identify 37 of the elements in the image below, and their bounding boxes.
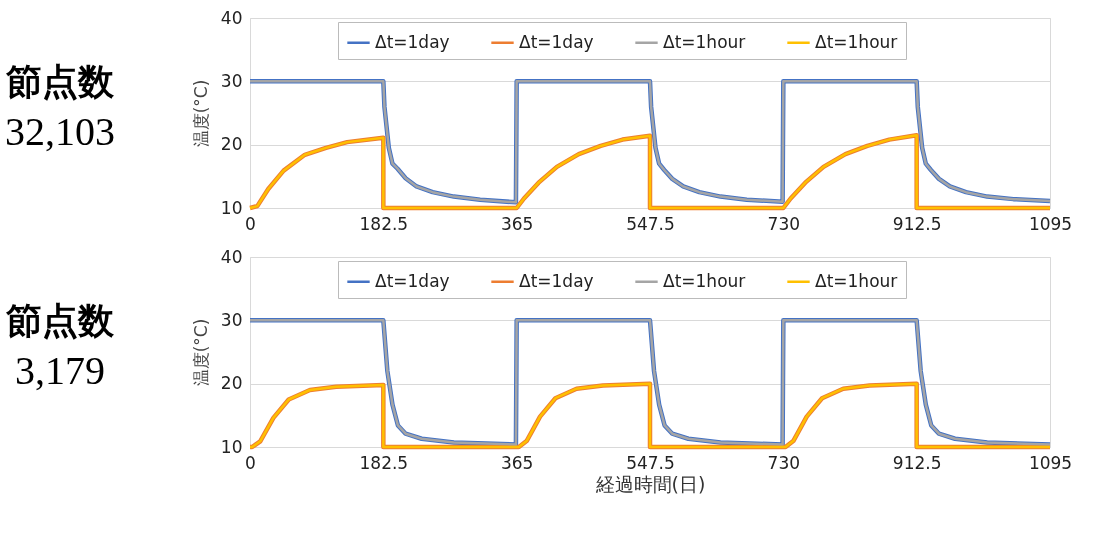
x-tick-label: 365 [500, 452, 534, 473]
legend-label: Δt=1hour [663, 31, 746, 52]
y-tick-label: 20 [220, 373, 243, 394]
y-tick-label: 40 [220, 246, 243, 267]
x-tick-label: 730 [767, 213, 801, 234]
y-tick-label: 20 [220, 134, 243, 155]
x-tick-label: 1095 [1028, 452, 1073, 473]
legend-label: Δt=1day [375, 31, 450, 52]
y-axis-title: 温度(°C) [190, 79, 211, 148]
legend-label: Δt=1hour [815, 31, 898, 52]
x-tick-label: 182.5 [359, 452, 409, 473]
x-tick-label: 365 [500, 213, 534, 234]
x-tick-label: 547.5 [626, 452, 675, 473]
x-axis-title: 経過時間(日) [594, 472, 706, 495]
x-tick-label: 1095 [1028, 213, 1073, 234]
y-axis-title: 温度(°C) [190, 318, 211, 387]
text: 32,103 [5, 109, 115, 154]
legend-label: Δt=1hour [815, 270, 898, 291]
text: 節点数 [5, 61, 115, 102]
text: 節点数 [5, 300, 115, 341]
y-tick-label: 40 [220, 7, 243, 28]
legend-label: Δt=1day [519, 31, 594, 52]
legend-label: Δt=1day [519, 270, 594, 291]
text: 3,179 [15, 348, 105, 393]
x-tick-label: 547.5 [626, 213, 675, 234]
legend-label: Δt=1hour [663, 270, 746, 291]
legend-label: Δt=1day [375, 270, 450, 291]
x-tick-label: 0 [245, 213, 256, 234]
y-tick-label: 10 [220, 197, 243, 218]
x-tick-label: 912.5 [892, 452, 942, 473]
y-tick-label: 10 [220, 436, 243, 457]
x-tick-label: 0 [245, 452, 256, 473]
x-tick-label: 730 [767, 452, 801, 473]
x-tick-label: 182.5 [359, 213, 409, 234]
x-tick-label: 912.5 [892, 213, 942, 234]
y-tick-label: 30 [220, 70, 243, 91]
y-tick-label: 30 [220, 309, 243, 330]
